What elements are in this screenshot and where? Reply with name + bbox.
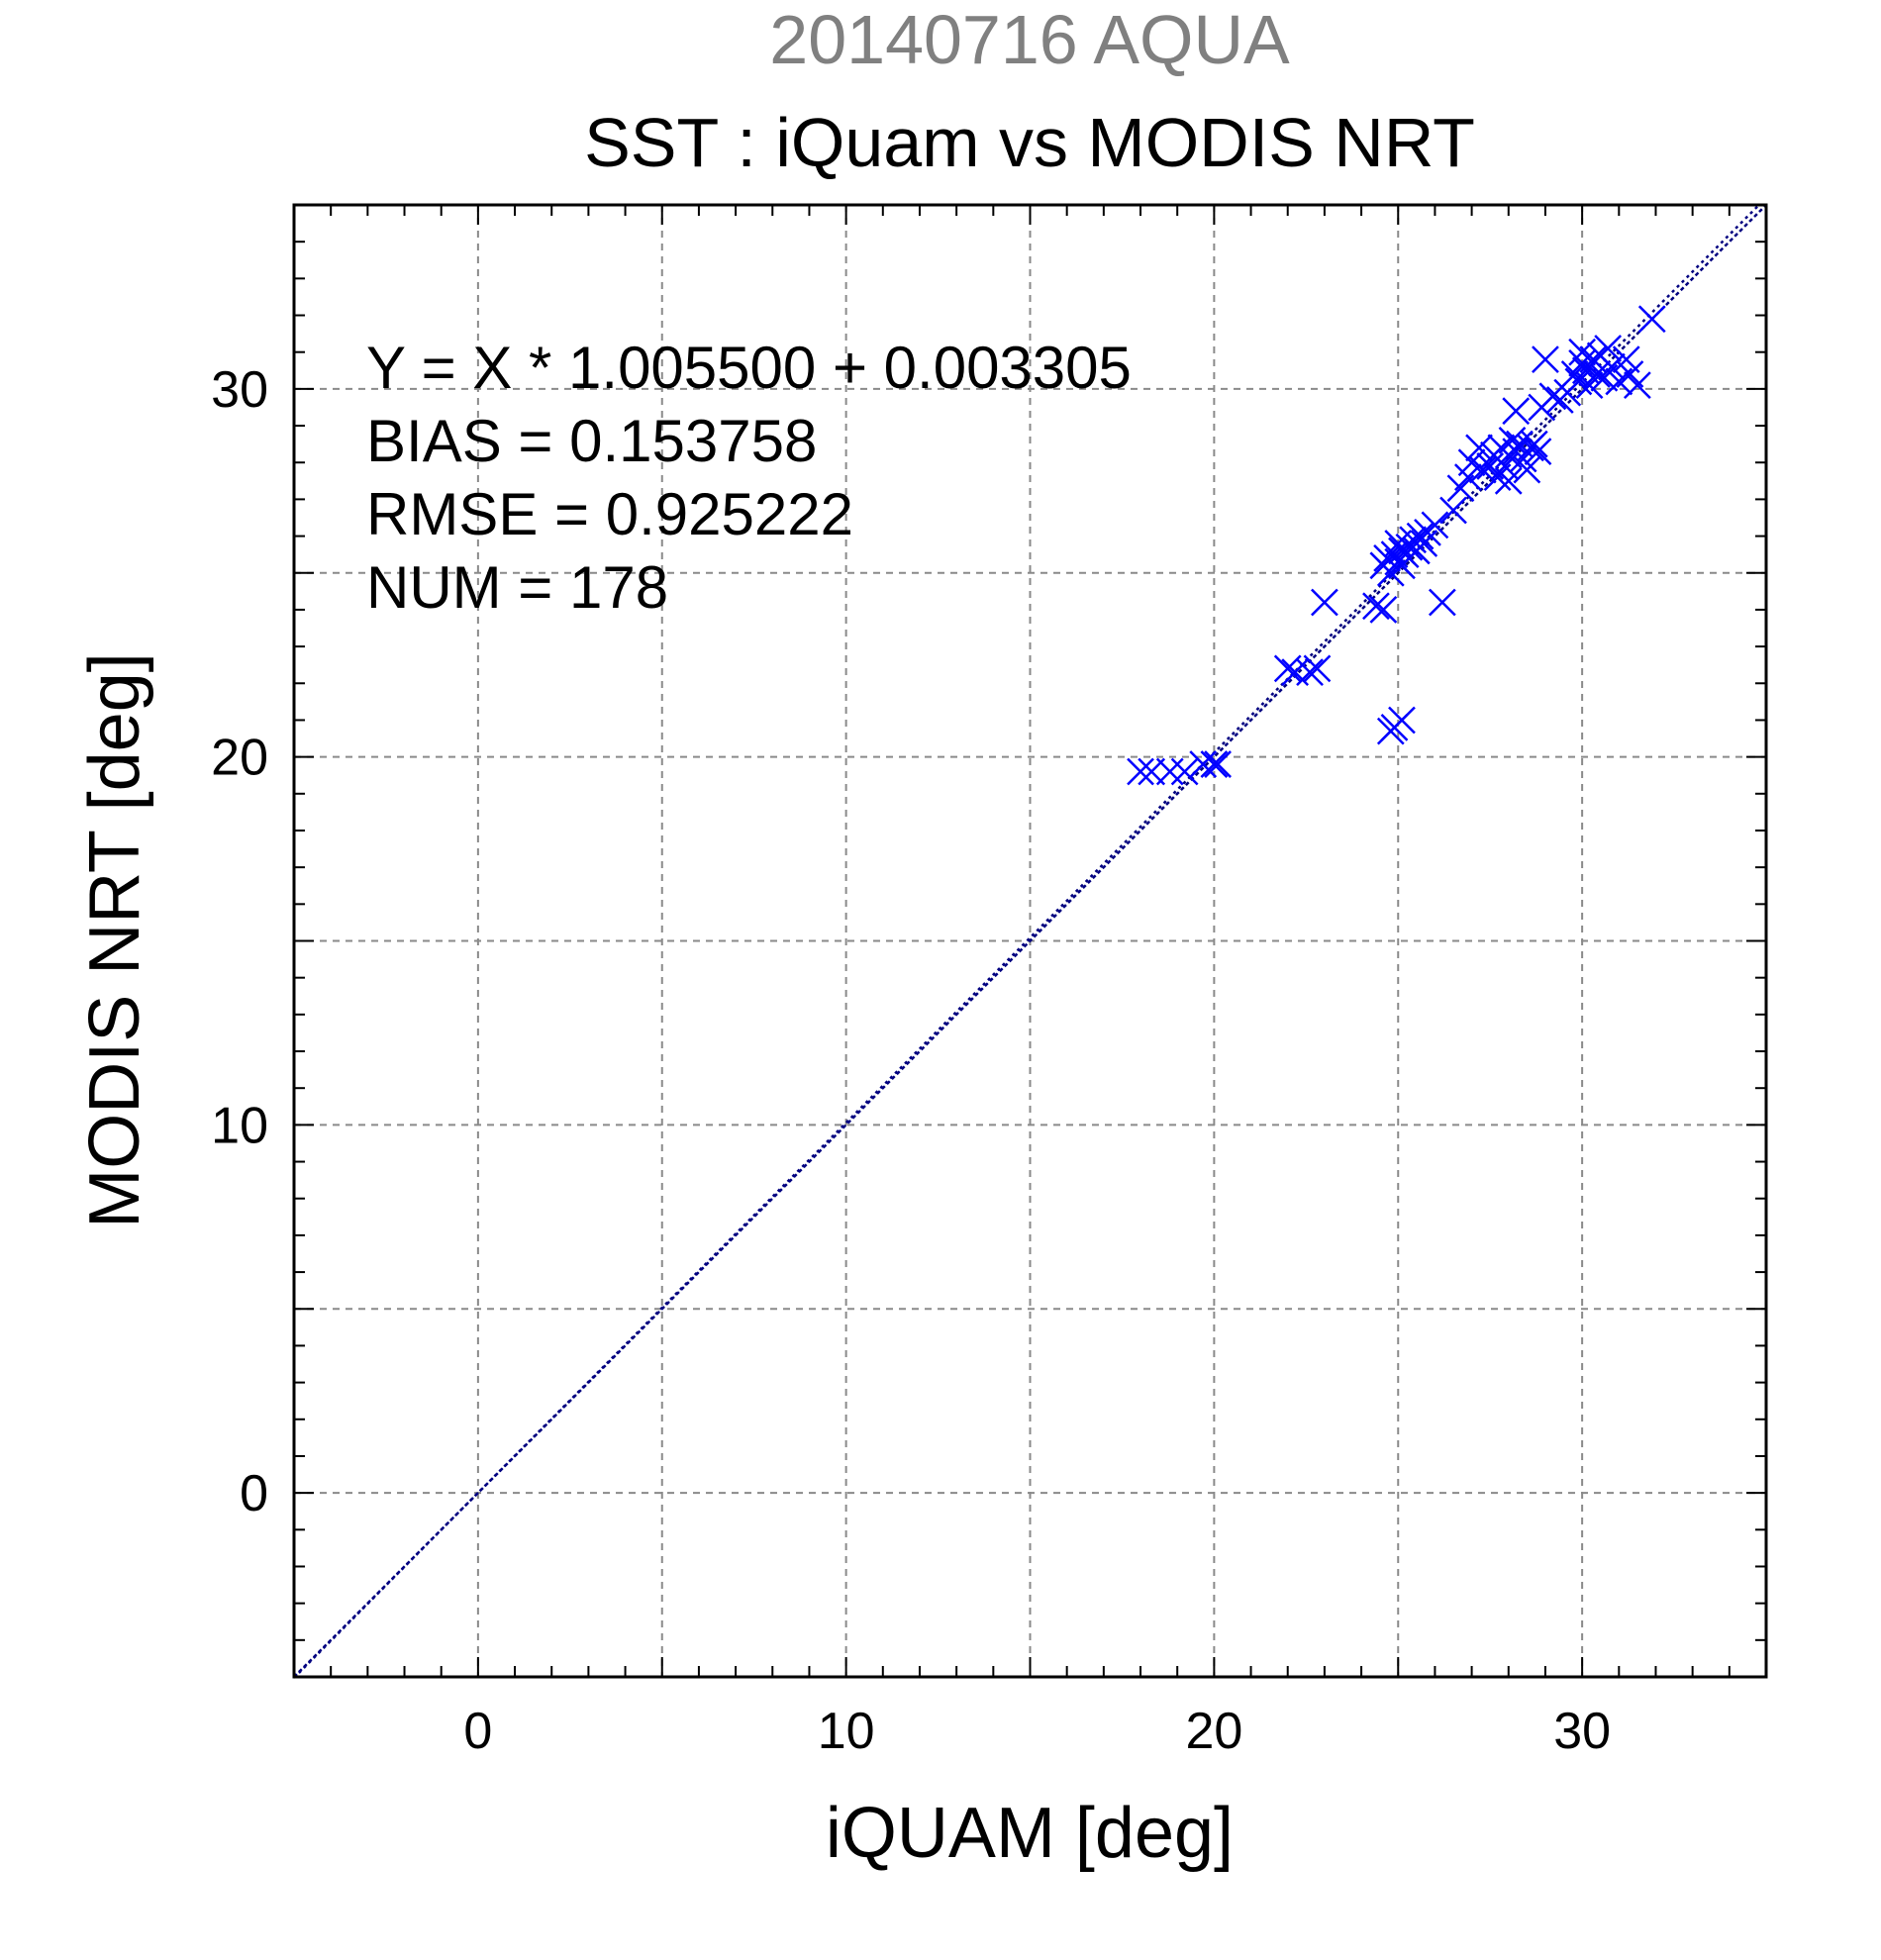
x-tick-label: 10	[818, 1703, 875, 1760]
data-point	[1624, 371, 1651, 400]
stats-annotation: Y = X * 1.005500 + 0.003305 BIAS = 0.153…	[366, 335, 1132, 621]
x-tick-label: 0	[463, 1703, 492, 1760]
data-point	[1410, 530, 1438, 557]
x-axis-label: iQUAM [deg]	[826, 1794, 1234, 1873]
y-tick-label: 30	[211, 361, 268, 419]
data-point	[1594, 335, 1623, 362]
data-point	[1513, 455, 1541, 484]
data-point	[1296, 658, 1324, 687]
data-points	[1127, 305, 1666, 786]
data-point	[1311, 588, 1338, 617]
data-point	[1388, 706, 1416, 735]
data-point	[1391, 540, 1420, 569]
data-point	[1204, 750, 1232, 778]
grid-lines	[294, 205, 1766, 1677]
data-point	[1468, 455, 1497, 484]
data-point	[1281, 658, 1310, 687]
y-tick-label: 20	[211, 730, 268, 787]
plot-frame	[292, 203, 1768, 1679]
chart-subtitle: SST : iQuam vs MODIS NRT	[584, 104, 1475, 181]
regression-equation: Y = X * 1.005500 + 0.003305	[366, 335, 1132, 401]
data-point	[1303, 654, 1332, 683]
data-point	[1155, 757, 1184, 786]
data-point	[1189, 750, 1218, 778]
data-point	[1597, 352, 1626, 381]
data-point	[1532, 345, 1559, 374]
data-point	[1637, 305, 1666, 334]
data-point	[1520, 430, 1548, 458]
data-point	[1362, 592, 1390, 621]
data-point	[1399, 526, 1428, 554]
x-tick-label: 30	[1553, 1703, 1611, 1760]
data-point	[1200, 750, 1229, 778]
tick-labels: 0 10 20 30 0 10 20 30	[211, 361, 1611, 1760]
data-point	[1127, 757, 1154, 786]
y-tick-label: 0	[240, 1465, 268, 1522]
data-point	[1524, 438, 1552, 465]
data-point	[1439, 496, 1467, 525]
data-point	[1273, 654, 1302, 683]
data-point	[1465, 434, 1493, 462]
y-tick-label: 10	[211, 1097, 268, 1154]
data-point	[1428, 588, 1456, 617]
rmse-value: RMSE = 0.925222	[366, 481, 853, 547]
data-point	[1421, 511, 1449, 539]
data-point	[1502, 397, 1531, 426]
data-point	[1568, 348, 1597, 377]
data-point	[1498, 427, 1527, 454]
y-axis-label: MODIS NRT [deg]	[75, 652, 154, 1228]
data-point	[1494, 466, 1523, 495]
x-tick-label: 20	[1185, 1703, 1242, 1760]
num-value: NUM = 178	[366, 554, 668, 621]
data-point	[1369, 596, 1398, 624]
bias-value: BIAS = 0.153758	[366, 408, 817, 474]
data-point	[1583, 360, 1611, 388]
data-point	[1170, 757, 1199, 786]
chart-title: 20140716 AQUA	[769, 1, 1290, 78]
data-point	[1406, 522, 1435, 550]
